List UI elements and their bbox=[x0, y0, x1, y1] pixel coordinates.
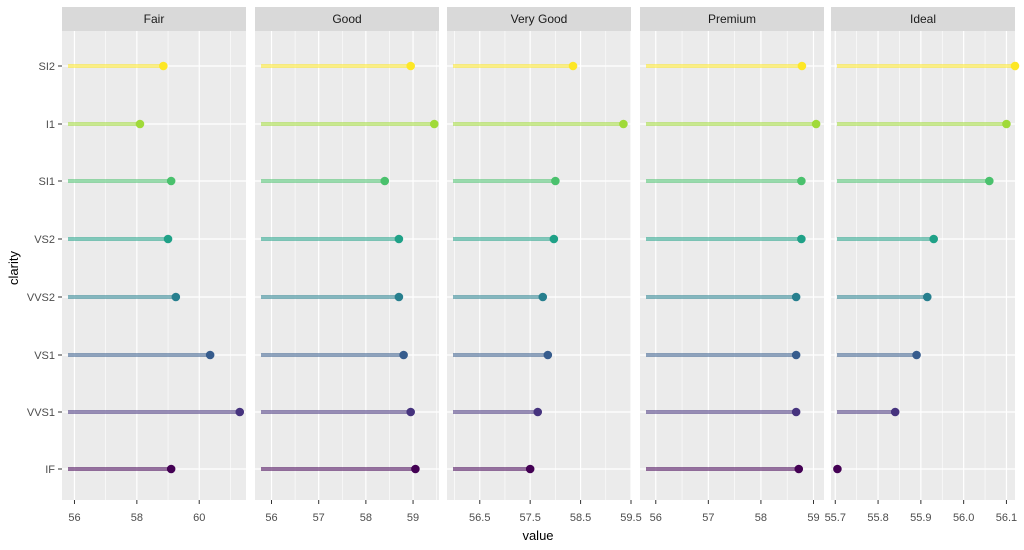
lollipop-point bbox=[833, 464, 842, 474]
facet-panel: Good 56 57 58 59 bbox=[255, 7, 439, 524]
y-tick-label: VVS2 bbox=[27, 292, 55, 304]
y-tick-label: SI2 bbox=[38, 61, 55, 73]
lollipop-point bbox=[380, 176, 390, 186]
y-tick-label: VS1 bbox=[34, 350, 55, 362]
facet-strip bbox=[62, 7, 246, 31]
panel-background bbox=[62, 31, 246, 500]
x-tick-label: 56.1 bbox=[996, 512, 1017, 524]
x-tick-label: 59 bbox=[407, 512, 419, 524]
lollipop-point bbox=[159, 61, 168, 71]
lollipop-point bbox=[533, 407, 543, 417]
lollipop-point bbox=[797, 176, 806, 186]
y-axis: IF VVS1 VS1 VVS2 VS2 SI1 I1 SI2 bbox=[27, 61, 62, 476]
lollipop-point bbox=[551, 176, 560, 186]
facet-strip bbox=[831, 7, 1015, 31]
x-axis-title: value bbox=[522, 528, 553, 543]
x-tick-label: 56 bbox=[650, 512, 662, 524]
facet-panel: Very Good 56.5 57.5 58.5 59.5 bbox=[447, 7, 642, 524]
lollipop-point bbox=[794, 464, 804, 474]
lollipop-point bbox=[1010, 61, 1020, 71]
lollipop-point bbox=[406, 407, 415, 417]
lollipop-point bbox=[791, 407, 801, 417]
y-tick-label: VS2 bbox=[34, 234, 55, 246]
x-tick-label: 58 bbox=[755, 512, 767, 524]
panel-background bbox=[831, 31, 1015, 500]
lollipop-point bbox=[525, 464, 535, 474]
lollipop-point bbox=[166, 176, 176, 186]
x-tick-label: 56.5 bbox=[469, 512, 490, 524]
x-tick-label: 55.8 bbox=[867, 512, 888, 524]
x-tick-label: 57 bbox=[313, 512, 325, 524]
x-tick-label: 55.9 bbox=[910, 512, 931, 524]
panel-background bbox=[447, 31, 631, 500]
y-tick-label: SI1 bbox=[38, 176, 55, 188]
lollipop-point bbox=[543, 350, 553, 360]
y-tick-label: VVS1 bbox=[27, 407, 55, 419]
x-tick-label: 55.7 bbox=[825, 512, 846, 524]
panel-background bbox=[255, 31, 439, 500]
lollipop-point bbox=[797, 61, 807, 71]
lollipop-point bbox=[163, 234, 173, 244]
lollipop-point bbox=[235, 407, 245, 417]
lollipop-point bbox=[797, 234, 806, 244]
facet-strip-label: Fair bbox=[144, 12, 165, 26]
panel-background bbox=[640, 31, 824, 500]
y-axis-title: clarity bbox=[6, 251, 21, 285]
lollipop-point bbox=[1002, 119, 1011, 129]
lollipop-point bbox=[411, 464, 420, 474]
lollipop-point bbox=[135, 119, 145, 129]
facet-panel: Fair 56 58 60 bbox=[62, 7, 246, 524]
lollipop-point bbox=[171, 292, 181, 302]
y-tick-label: IF bbox=[45, 464, 55, 476]
lollipop-point bbox=[406, 61, 415, 71]
lollipop-point bbox=[205, 350, 215, 360]
x-tick-label: 57.5 bbox=[519, 512, 540, 524]
facet-strip-label: Ideal bbox=[910, 12, 936, 26]
x-tick-label: 58.5 bbox=[570, 512, 591, 524]
x-tick-label: 58 bbox=[131, 512, 143, 524]
y-tick-label: I1 bbox=[46, 119, 55, 131]
facet-panels: Fair 56 58 60 Good 56 57 58 59 Very Good 56.5 57.5 5… bbox=[62, 7, 1020, 524]
lollipop-point bbox=[811, 119, 821, 129]
lollipop-point bbox=[166, 464, 176, 474]
lollipop-point bbox=[912, 350, 921, 360]
lollipop-point bbox=[619, 119, 628, 129]
facet-strip-label: Good bbox=[332, 12, 361, 26]
lollipop-point bbox=[538, 292, 548, 302]
x-tick-label: 56 bbox=[265, 512, 277, 524]
lollipop-point bbox=[394, 234, 404, 244]
lollipop-point bbox=[922, 292, 932, 302]
lollipop-point bbox=[791, 292, 801, 302]
x-tick-label: 57 bbox=[702, 512, 714, 524]
facet-strip bbox=[447, 7, 631, 31]
lollipop-point bbox=[929, 234, 938, 244]
lollipop-point bbox=[394, 292, 404, 302]
lollipop-point bbox=[399, 350, 408, 360]
x-tick-label: 56.0 bbox=[953, 512, 974, 524]
facet-strip-label: Very Good bbox=[511, 12, 568, 26]
lollipop-point bbox=[549, 234, 559, 244]
lollipop-point bbox=[568, 61, 578, 71]
facet-strip bbox=[255, 7, 439, 31]
x-tick-label: 58 bbox=[360, 512, 372, 524]
lollipop-point bbox=[985, 176, 994, 186]
facet-panel: Premium 56 57 58 59 bbox=[640, 7, 824, 524]
x-tick-label: 59.5 bbox=[620, 512, 641, 524]
x-tick-label: 60 bbox=[193, 512, 205, 524]
x-tick-label: 59 bbox=[807, 512, 819, 524]
lollipop-point bbox=[429, 119, 439, 129]
facet-strip bbox=[640, 7, 824, 31]
facet-panel: Ideal 55.7 55.8 55.9 56.0 56.1 bbox=[825, 7, 1020, 524]
facet-strip-label: Premium bbox=[708, 12, 756, 26]
lollipop-point bbox=[791, 350, 801, 360]
x-tick-label: 56 bbox=[68, 512, 80, 524]
lollipop-point bbox=[890, 407, 900, 417]
